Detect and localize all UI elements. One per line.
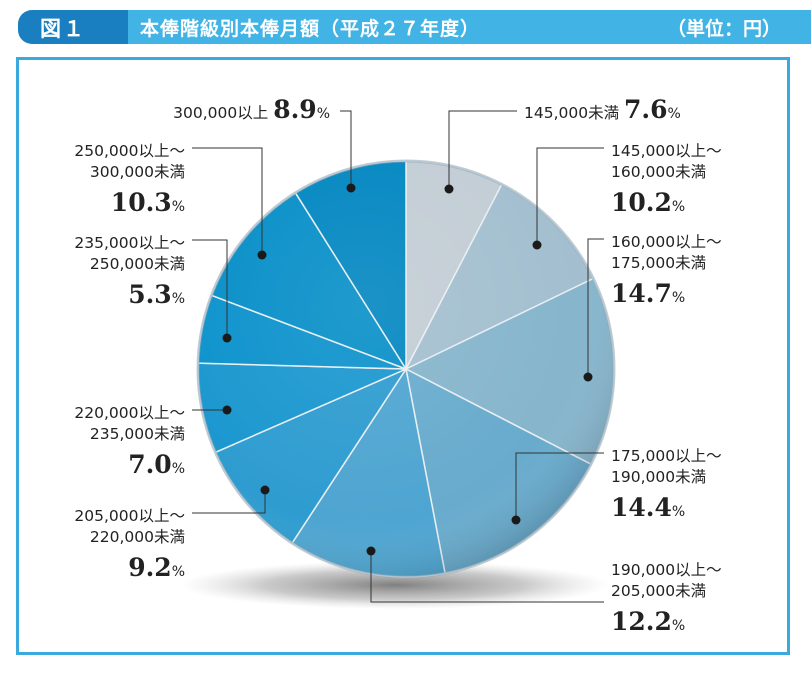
chart-frame [16, 57, 790, 655]
slice-label-3-line-2: 175,000未満 [611, 254, 706, 272]
leader-dot-2 [532, 240, 542, 250]
leader-dot-6 [260, 485, 270, 495]
slice-label-4-line-2: 190,000未満 [611, 468, 706, 486]
slice-label-2-line-1: 145,000以上～ [611, 142, 722, 160]
slice-label-5-line-2: 205,000未満 [611, 582, 706, 600]
title-bar [128, 10, 811, 44]
leader-dot-3 [583, 372, 593, 382]
slice-percent-5: 12.2% [611, 607, 685, 636]
slice-percent-8: 5.3% [128, 280, 185, 309]
slice-label-9-line-1: 250,000以上～ [74, 142, 185, 160]
figure-label: 図１ [40, 17, 86, 41]
leader-lines [192, 110, 604, 603]
slice-label-10: 300,000以上 8.9% [173, 95, 330, 124]
slice-label-8-line-2: 250,000未満 [90, 255, 185, 273]
slice-percent-9: 10.3% [111, 188, 185, 217]
slice-percent-7: 7.0% [128, 450, 185, 479]
slice-percent-4: 14.4% [611, 493, 685, 522]
leader-line-3 [587, 238, 604, 377]
leader-line-9 [192, 147, 263, 255]
unit-label: （単位：円） [666, 18, 781, 40]
chart-title: 本俸階級別本俸月額（平成２７年度） [140, 18, 481, 40]
figure-header: 図１ 本俸階級別本俸月額（平成２７年度） （単位：円） [0, 0, 811, 44]
pie-rim [196, 159, 616, 579]
slice-percent-2: 10.2% [611, 188, 685, 217]
leader-line-6 [192, 490, 266, 514]
slice-label-6-line-2: 220,000未満 [90, 528, 185, 546]
slice-label-4-line-1: 175,000以上～ [611, 447, 722, 465]
leader-line-8 [192, 239, 228, 338]
slice-label-3-line-1: 160,000以上～ [611, 233, 722, 251]
leader-line-5 [370, 551, 604, 603]
leader-dot-8 [222, 333, 232, 343]
leader-line-2 [536, 147, 604, 245]
leader-dot-4 [511, 515, 521, 525]
leader-dot-5 [366, 546, 376, 556]
leader-line-10 [340, 110, 352, 188]
leader-line-4 [515, 452, 604, 520]
slice-label-5-line-1: 190,000以上～ [611, 561, 722, 579]
leader-dot-7 [222, 405, 232, 415]
slice-label-7-line-1: 220,000以上～ [74, 404, 185, 422]
slice-percent-6: 9.2% [128, 553, 185, 582]
leader-line-1 [448, 110, 517, 189]
pie-slices [197, 160, 615, 578]
slice-percent-3: 14.7% [611, 279, 685, 308]
leader-dot-9 [257, 250, 267, 260]
slice-label-9-line-2: 300,000未満 [90, 163, 185, 181]
slice-label-6-line-1: 205,000以上～ [74, 507, 185, 525]
slice-label-2-line-2: 160,000未満 [611, 163, 706, 181]
leader-dot-1 [444, 184, 454, 194]
figure-tag [18, 10, 128, 44]
slice-label-1: 145,000未満 7.6% [524, 95, 681, 124]
slice-label-7-line-2: 235,000未満 [90, 425, 185, 443]
slice-label-8-line-1: 235,000以上～ [74, 234, 185, 252]
slice-labels: 145,000未満 7.6% 145,000以上～ 160,000未満 10.2% 16… [74, 95, 721, 636]
leader-dot-10 [346, 183, 356, 193]
